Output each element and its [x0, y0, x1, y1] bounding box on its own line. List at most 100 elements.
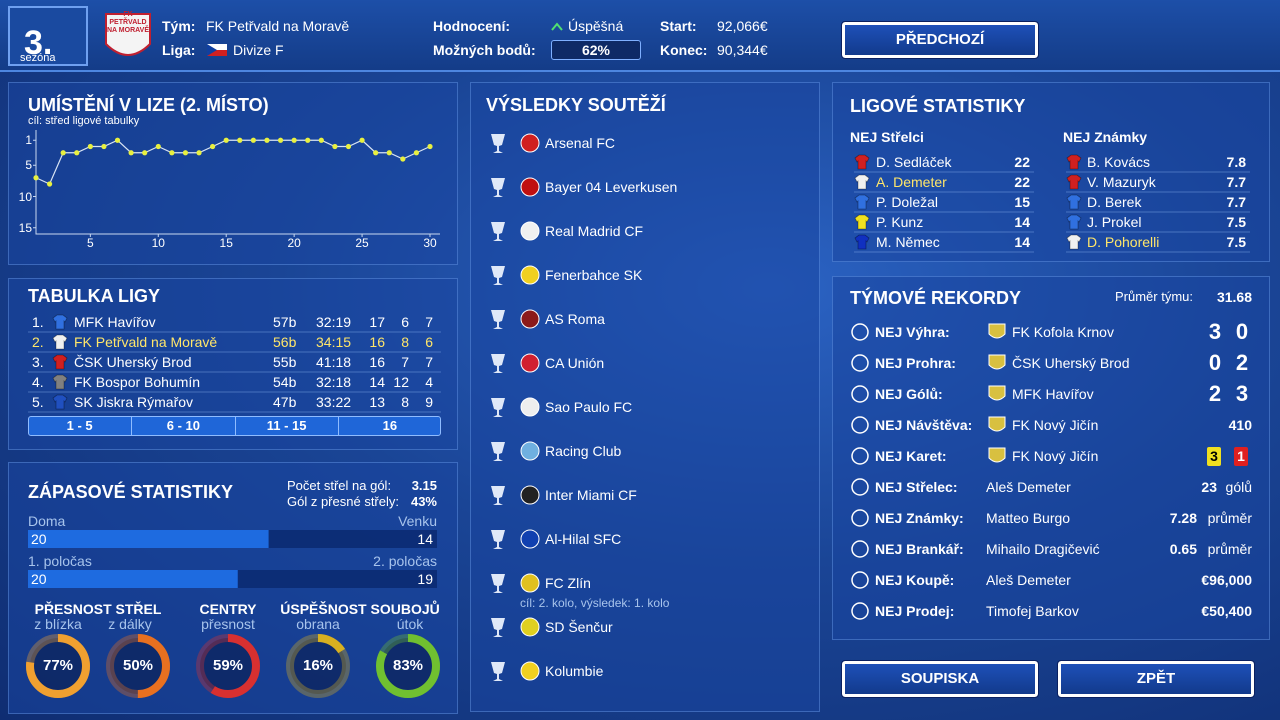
value: 43% — [410, 494, 437, 509]
value: 20 — [31, 531, 47, 547]
position-point — [87, 143, 93, 150]
shirt-icon — [854, 174, 870, 190]
position-point — [250, 137, 256, 143]
record-label: NEJ Známky: — [875, 510, 964, 526]
position-point — [291, 137, 297, 143]
competition-team: Al-Hilal SFC — [545, 531, 622, 547]
points: 47b — [273, 394, 297, 410]
record-unit: průměr — [1207, 510, 1252, 526]
player-name: D. Berek — [1087, 194, 1142, 210]
label: Průměr týmu: — [1115, 289, 1194, 304]
position-point — [114, 137, 121, 143]
record-label: NEJ Gólů: — [875, 386, 943, 402]
team-name: FK Petřvald na Moravě — [206, 18, 350, 34]
club-badge — [520, 133, 540, 153]
wins: 16 — [369, 334, 385, 350]
x-tick-label: 20 — [287, 236, 301, 250]
column-title: NEJ Střelci — [850, 129, 924, 145]
flag-icon — [207, 44, 217, 56]
tab-label: 6 - 10 — [166, 418, 200, 433]
shirt-icon — [52, 354, 68, 370]
record-label: NEJ Návštěva: — [875, 417, 973, 433]
x-tick-label: 5 — [87, 236, 94, 250]
season-number: 3. — [24, 24, 53, 62]
record-icon — [851, 540, 869, 558]
value: 20 — [31, 571, 47, 587]
wins: 17 — [369, 314, 385, 330]
score-digit: 0 — [1208, 350, 1222, 375]
position-point — [142, 150, 148, 156]
score: 32:19 — [316, 314, 352, 330]
score: 41:18 — [316, 354, 352, 370]
record-value: €50,400 — [1201, 603, 1252, 619]
logo-text: PETŘVALD — [109, 19, 147, 26]
position-point — [46, 181, 53, 187]
group-title: ÚSPĚŠNOST SOUBOJŮ — [280, 601, 440, 617]
shirt-icon — [1066, 214, 1082, 230]
club-badge — [520, 441, 540, 461]
label: Hodnocení: — [433, 18, 510, 34]
record-value: 23 — [1201, 479, 1217, 495]
club-badge — [520, 265, 540, 285]
shirt-icon — [854, 214, 870, 230]
position-point — [210, 143, 216, 150]
position-point — [305, 137, 311, 143]
shirt-icon — [1066, 154, 1082, 170]
record-name: Timofej Barkov — [986, 603, 1079, 619]
ring-label: útok — [396, 616, 424, 632]
label: Konec: — [660, 42, 708, 58]
card-count: 3 — [1210, 448, 1218, 464]
x-tick-label: 15 — [219, 236, 233, 250]
record-label: NEJ Prodej: — [875, 603, 955, 619]
trophy-icon — [491, 574, 505, 593]
flag-icon — [207, 50, 227, 56]
score: 34:15 — [316, 334, 352, 350]
panel-title: ZÁPASOVÉ STATISTIKY — [28, 482, 234, 502]
position-point — [237, 137, 243, 143]
roster-button[interactable]: SOUPISKA — [841, 660, 1039, 698]
competition-team: AS Roma — [545, 311, 605, 327]
player-name: P. Kunz — [876, 214, 924, 230]
logo-text: FK — [123, 11, 133, 18]
label: Gól z přesné střely: — [287, 494, 399, 509]
rank: 3. — [32, 354, 44, 370]
record-value: 7.28 — [1169, 510, 1197, 526]
draws: 8 — [401, 394, 409, 410]
table-tab[interactable]: 1 - 5 — [28, 416, 131, 436]
y-tick-label: 15 — [18, 220, 32, 235]
draws: 12 — [393, 374, 409, 390]
record-unit: gólů — [1225, 479, 1252, 495]
prev-button[interactable]: PŘEDCHOZÍ — [841, 21, 1039, 59]
club-badge — [520, 309, 540, 329]
losses: 9 — [425, 394, 433, 410]
player-value: 7.8 — [1226, 154, 1246, 170]
club-badge — [520, 353, 540, 373]
competition-team: Arsenal FC — [545, 135, 616, 151]
record-name: ČSK Uherský Brod — [1012, 355, 1130, 371]
competition-team: Inter Miami CF — [545, 487, 637, 503]
rating-value: Úspěšná — [568, 18, 624, 34]
player-value: 22 — [1014, 174, 1030, 190]
table-tab[interactable]: 11 - 15 — [234, 416, 338, 436]
tab-label: 16 — [382, 418, 398, 433]
table-tab[interactable]: 16 — [337, 416, 441, 436]
points: 57b — [273, 314, 297, 330]
label: Venku — [398, 513, 437, 529]
competition-team: Sao Paulo FC — [545, 399, 633, 415]
record-label: NEJ Prohra: — [875, 355, 956, 371]
position-point — [427, 143, 433, 150]
record-label: NEJ Brankář: — [875, 541, 964, 557]
club-badge — [520, 529, 540, 549]
x-tick-label: 10 — [151, 236, 165, 250]
label: Start: — [660, 18, 697, 34]
league-name: Divize F — [233, 42, 284, 58]
player-value: 7.7 — [1226, 174, 1246, 190]
record-label: NEJ Výhra: — [875, 324, 950, 340]
competition-team: FC Zlín — [545, 575, 591, 591]
card-count: 1 — [1237, 448, 1245, 464]
back-button[interactable]: ZPĚT — [1057, 660, 1255, 698]
position-line — [35, 139, 431, 185]
table-tab[interactable]: 6 - 10 — [131, 416, 234, 436]
shirt-icon — [854, 154, 870, 170]
player-name: M. Němec — [876, 234, 940, 250]
